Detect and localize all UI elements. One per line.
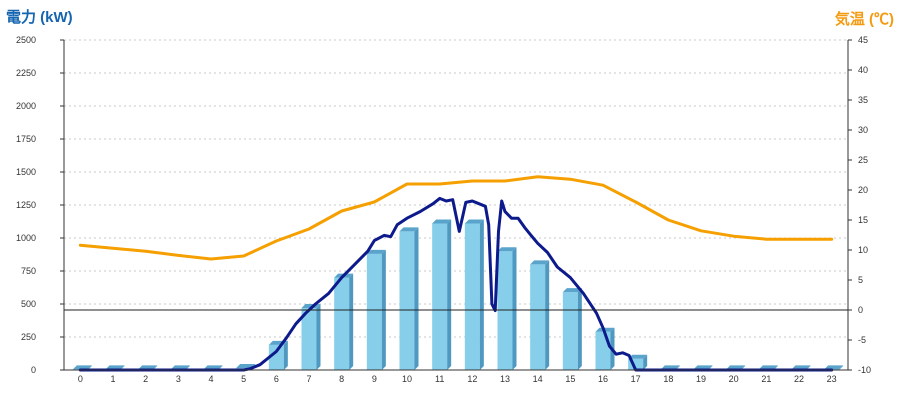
right-tick-label: 30 bbox=[858, 125, 868, 135]
temperature-line bbox=[78, 175, 834, 261]
power-line bbox=[78, 196, 834, 372]
right-tick-label: -5 bbox=[858, 335, 866, 345]
left-tick-label: 1750 bbox=[16, 134, 36, 144]
right-tick-label: 20 bbox=[858, 185, 868, 195]
left-tick-label: 2250 bbox=[16, 68, 36, 78]
x-tick-label: 20 bbox=[729, 374, 739, 384]
x-tick-label: 5 bbox=[241, 374, 246, 384]
x-tick-label: 0 bbox=[78, 374, 83, 384]
x-tick-label: 3 bbox=[176, 374, 181, 384]
bar bbox=[399, 227, 419, 370]
x-tick-label: 2 bbox=[143, 374, 148, 384]
x-tick-label: 7 bbox=[306, 374, 311, 384]
right-tick-label: 25 bbox=[858, 155, 868, 165]
x-tick-label: 23 bbox=[827, 374, 837, 384]
x-tick-label: 21 bbox=[761, 374, 771, 384]
left-tick-label: 500 bbox=[21, 299, 36, 309]
left-tick-label: 1500 bbox=[16, 167, 36, 177]
x-tick-label: 15 bbox=[565, 374, 575, 384]
left-tick-label: 0 bbox=[31, 365, 36, 375]
bar bbox=[366, 249, 386, 370]
x-tick-label: 22 bbox=[794, 374, 804, 384]
x-tick-label: 19 bbox=[696, 374, 706, 384]
right-tick-label: 0 bbox=[858, 305, 863, 315]
x-tick-label: 10 bbox=[402, 374, 412, 384]
axes: 02505007501000125015001750200022502500-1… bbox=[16, 35, 871, 384]
x-tick-label: 1 bbox=[110, 374, 115, 384]
left-tick-label: 2000 bbox=[16, 101, 36, 111]
bar bbox=[464, 219, 484, 370]
bar bbox=[301, 303, 321, 370]
line-series bbox=[78, 175, 834, 372]
right-tick-label: 40 bbox=[858, 65, 868, 75]
left-tick-label: 250 bbox=[21, 332, 36, 342]
bar bbox=[497, 247, 517, 370]
right-tick-label: 35 bbox=[858, 95, 868, 105]
x-tick-label: 9 bbox=[372, 374, 377, 384]
grid bbox=[64, 39, 848, 338]
bar bbox=[562, 288, 582, 370]
bar bbox=[530, 260, 550, 370]
bar-series bbox=[72, 219, 844, 370]
left-tick-label: 750 bbox=[21, 266, 36, 276]
right-tick-label: 15 bbox=[858, 215, 868, 225]
x-tick-label: 6 bbox=[274, 374, 279, 384]
x-tick-label: 14 bbox=[533, 374, 543, 384]
left-tick-label: 2500 bbox=[16, 35, 36, 45]
x-tick-label: 12 bbox=[467, 374, 477, 384]
right-tick-label: 45 bbox=[858, 35, 868, 45]
bar bbox=[628, 354, 648, 370]
left-tick-label: 1000 bbox=[16, 233, 36, 243]
x-tick-label: 8 bbox=[339, 374, 344, 384]
x-tick-label: 17 bbox=[631, 374, 641, 384]
x-tick-label: 11 bbox=[435, 374, 444, 384]
right-axis-title: 気温 (℃) bbox=[834, 11, 894, 28]
right-tick-label: 5 bbox=[858, 275, 863, 285]
x-tick-label: 13 bbox=[500, 374, 510, 384]
bar bbox=[334, 273, 354, 370]
right-tick-label: -10 bbox=[858, 365, 871, 375]
right-tick-label: 10 bbox=[858, 245, 868, 255]
x-tick-label: 16 bbox=[598, 374, 608, 384]
bar bbox=[432, 219, 452, 370]
x-tick-label: 18 bbox=[663, 374, 673, 384]
left-axis-title: 電力 (kW) bbox=[6, 9, 73, 26]
left-tick-label: 1250 bbox=[16, 200, 36, 210]
x-tick-label: 4 bbox=[208, 374, 213, 384]
